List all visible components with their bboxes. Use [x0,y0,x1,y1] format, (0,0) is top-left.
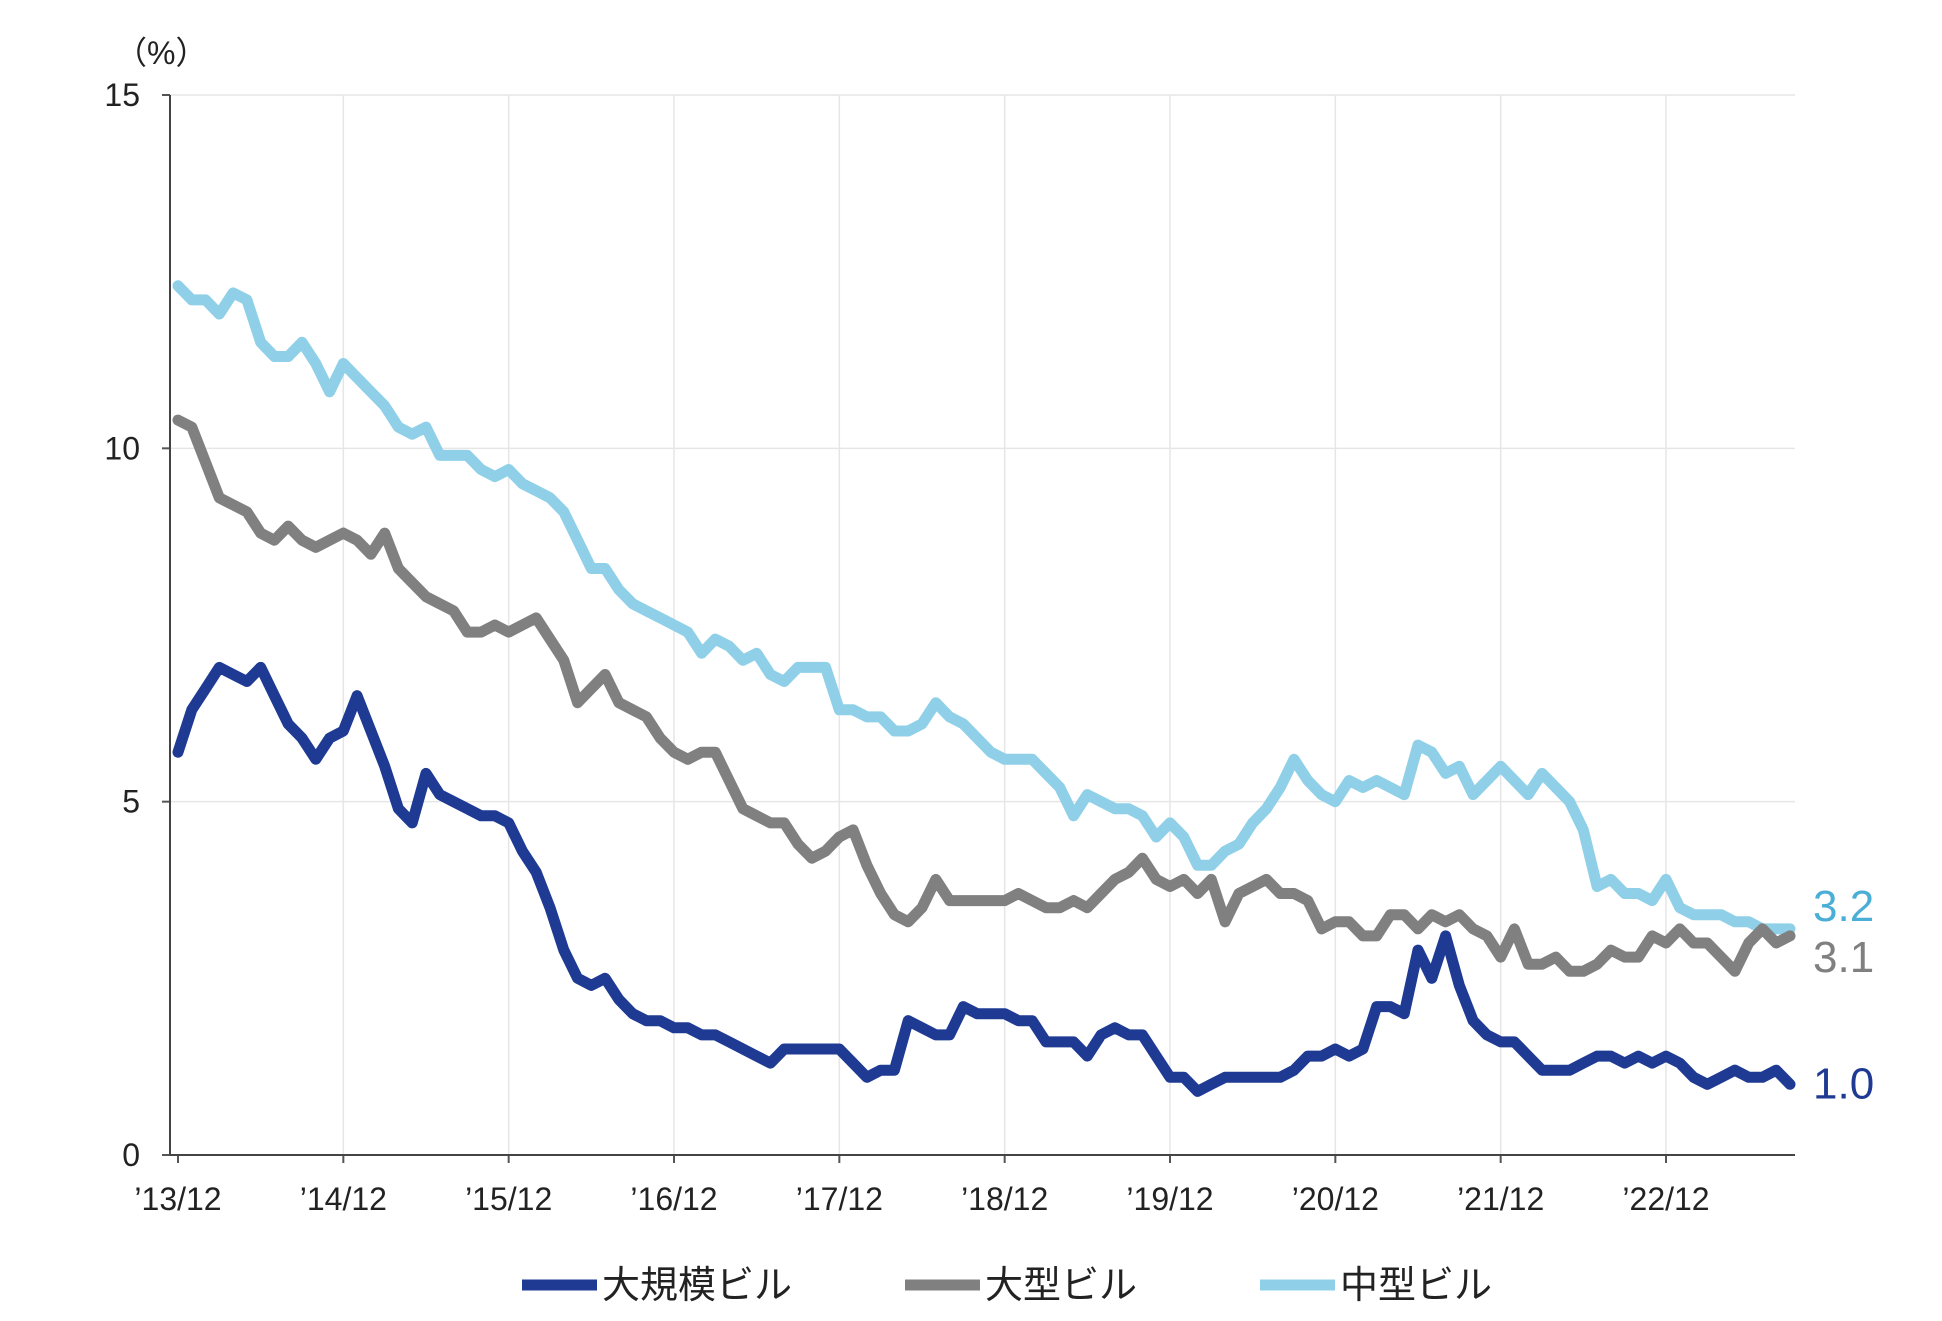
y-tick-label: 5 [122,784,140,820]
series-lines [172,280,1796,1097]
y-tick-label: 15 [104,77,140,113]
gridlines [170,94,1795,1155]
legend-item-1: 大規模ビル [522,1263,792,1307]
series-line-3 [172,280,1796,935]
series-line-2 [172,414,1796,977]
x-tick-label: ’17/12 [796,1181,883,1217]
x-tick-label: ’16/12 [630,1181,717,1217]
end-label-2: 3.1 [1813,933,1874,982]
end-value-labels: 1.0 3.13.2 [1813,882,1874,1108]
end-label-3: 3.2 [1813,882,1874,931]
x-tick-label: ’19/12 [1126,1181,1213,1217]
x-tick-label: ’18/12 [961,1181,1048,1217]
end-label-1: 1.0 [1813,1059,1874,1108]
y-tick-labels: 0 5 10 15 [104,77,140,1173]
x-tick-label: ’13/12 [134,1181,221,1217]
legend-label: 中型ビル [1340,1263,1492,1307]
x-tick-label: ’15/12 [465,1181,552,1217]
y-tick-label: 10 [104,430,140,466]
series-line-1 [172,661,1796,1097]
x-tick-label: ’22/12 [1622,1181,1709,1217]
legend: 大規模ビル 大型ビル 中型ビル [522,1263,1492,1307]
x-tick-label: ’20/12 [1292,1181,1379,1217]
legend-label: 大型ビル [985,1263,1137,1307]
y-tick-label: 0 [122,1137,140,1173]
legend-label: 大規模ビル [602,1263,792,1307]
legend-item-3: 中型ビル [1260,1263,1492,1307]
x-tick-labels: ’13/12 ’14/12 ’15/12 ’16/12 ’17/12 ’18/12 ’19/… [134,1181,1709,1217]
x-tick-label: ’21/12 [1457,1181,1544,1217]
x-tick-label: ’14/12 [300,1181,387,1217]
legend-item-2: 大型ビル [905,1263,1137,1307]
axes [162,94,1795,1163]
y-axis-unit-label: （%） [115,35,207,71]
